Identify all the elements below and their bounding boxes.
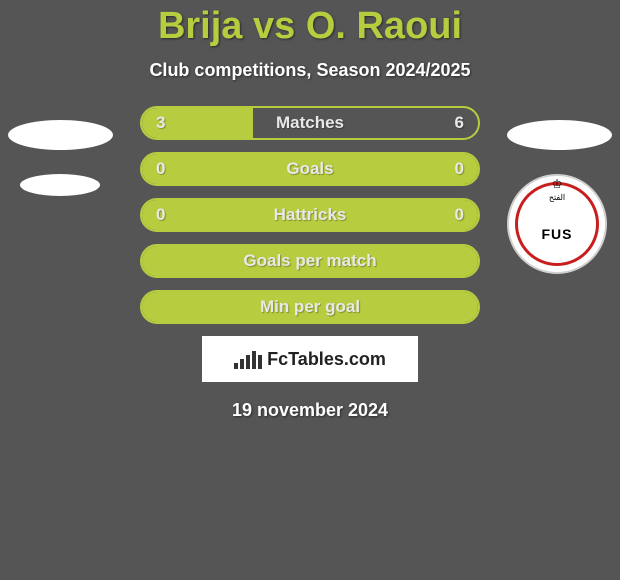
- chart-icon: [234, 349, 262, 369]
- club-logo-text: FUS: [542, 226, 573, 242]
- stat-value-left: 0: [156, 205, 165, 225]
- date-text: 19 november 2024: [0, 400, 620, 421]
- fctables-attribution: FcTables.com: [202, 336, 418, 382]
- stat-label: Min per goal: [260, 297, 360, 317]
- stat-label: Goals: [286, 159, 333, 179]
- stat-value-right: 6: [455, 113, 464, 133]
- chart-bar: [240, 359, 244, 369]
- club-logo-arabic: الفتح: [549, 193, 565, 202]
- stat-row: 0 0 Hattricks: [140, 198, 480, 232]
- crown-icon: ♔: [552, 177, 563, 191]
- stat-label: Matches: [276, 113, 344, 133]
- stat-row: 3 6 Matches: [140, 106, 480, 140]
- right-badge-1: [507, 120, 612, 150]
- chart-bar: [246, 355, 250, 369]
- stat-label: Goals per match: [243, 251, 376, 271]
- left-badge-1: [8, 120, 113, 150]
- fctables-label: FcTables.com: [267, 349, 386, 370]
- stat-value-left: 0: [156, 159, 165, 179]
- stat-label: Hattricks: [274, 205, 347, 225]
- chart-bar: [234, 363, 238, 369]
- club-logo: ♔ الفتح FUS: [507, 174, 607, 274]
- left-badges-group: [8, 120, 113, 220]
- stat-value-left: 3: [156, 113, 165, 133]
- page-subtitle: Club competitions, Season 2024/2025: [0, 60, 620, 81]
- left-badge-2: [20, 174, 100, 196]
- page-title: Brija vs O. Raoui: [0, 0, 620, 48]
- chart-bar: [252, 351, 256, 369]
- stat-row: Goals per match: [140, 244, 480, 278]
- stat-row: 0 0 Goals: [140, 152, 480, 186]
- stat-value-right: 0: [455, 205, 464, 225]
- stat-value-right: 0: [455, 159, 464, 179]
- chart-bar: [258, 355, 262, 369]
- stat-row: Min per goal: [140, 290, 480, 324]
- club-logo-inner: ♔ الفتح FUS: [515, 182, 599, 266]
- right-badges-group: ♔ الفتح FUS: [507, 120, 612, 274]
- stat-rows-container: 3 6 Matches 0 0 Goals 0 0 Hattricks Goals per mat…: [140, 106, 480, 324]
